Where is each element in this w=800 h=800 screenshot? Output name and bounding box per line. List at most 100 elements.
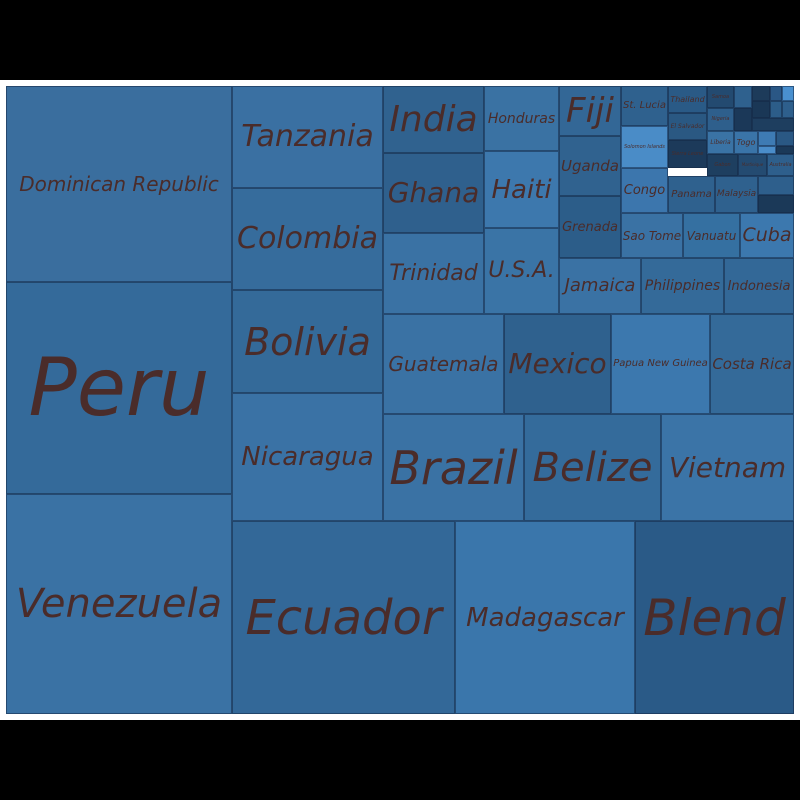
tile-label-madagascar: Madagascar <box>466 602 624 633</box>
treemap-tile-fiji: Fiji <box>559 86 621 136</box>
treemap-tile-indonesia: Indonesia <box>724 258 794 314</box>
tile-label-malaysia: Malaysia <box>716 189 757 199</box>
treemap-tile-togo: Togo <box>734 131 758 154</box>
tile-label-fiji: Fiji <box>566 91 614 131</box>
tile-label-india: India <box>389 98 478 140</box>
tile-label-honduras: Honduras <box>487 110 556 127</box>
tile-label-trinidad: Trinidad <box>389 260 478 286</box>
treemap-tile-blend: Blend <box>635 521 794 714</box>
treemap-tile-small-1 <box>734 86 752 108</box>
treemap-tile-belize: Belize <box>524 414 661 521</box>
treemap-tile-sierra-leone: Sierra Leone <box>668 140 707 168</box>
tile-label-panama: Panama <box>671 188 712 200</box>
tile-label-blend: Blend <box>643 588 786 647</box>
tile-label-liberia: Liberia <box>710 138 731 146</box>
treemap-tile-philippines: Philippines <box>641 258 724 314</box>
tile-label-jamaica: Jamaica <box>564 275 636 296</box>
tile-label-u-s-a: U.S.A. <box>488 258 555 283</box>
tile-label-solomon-islands: Solomon Islands <box>624 143 665 150</box>
tile-label-sao-tome: Sao Tome <box>622 228 682 243</box>
treemap-tile-congo: Congo <box>621 168 668 213</box>
treemap-tile-vanuatu: Vanuatu <box>683 213 740 258</box>
tile-label-ecuador: Ecuador <box>245 589 442 646</box>
treemap-tile-ghana: Ghana <box>383 153 484 233</box>
treemap-tile-venezuela: Venezuela <box>6 494 232 714</box>
treemap-tile-ecuador: Ecuador <box>232 521 455 714</box>
treemap-tile-el-salvador: El Salvador <box>668 113 707 140</box>
treemap-tile-panama: Panama <box>668 176 715 213</box>
treemap-tile-nigeria: Nigeria <box>707 108 734 131</box>
tile-label-samoa: Samoa <box>711 93 730 100</box>
treemap-tile-sao-tome: Sao Tome <box>621 213 683 258</box>
tile-label-nicaragua: Nicaragua <box>241 442 374 472</box>
tile-label-st-lucia: St. Lucia <box>623 100 666 111</box>
tile-label-belize: Belize <box>532 444 653 491</box>
treemap-tile-liberia: Liberia <box>707 131 734 154</box>
treemap-tile-tanzania: Tanzania <box>232 86 383 188</box>
treemap-tile-small-10 <box>776 131 794 146</box>
treemap-tile-brazil: Brazil <box>383 414 524 521</box>
treemap-tile-grenada: Grenada <box>559 196 621 258</box>
treemap-tile-cuba: Cuba <box>740 213 794 258</box>
treemap-tile-martinique: Martinique <box>738 154 767 176</box>
treemap-tile-madagascar: Madagascar <box>455 521 635 714</box>
treemap-tile-jamaica: Jamaica <box>559 258 641 314</box>
tile-label-colombia: Colombia <box>237 221 378 256</box>
treemap-tile-gabon: Gabon <box>707 154 738 176</box>
tile-label-haiti: Haiti <box>491 174 552 205</box>
treemap-tile-small-6 <box>770 101 782 118</box>
tile-label-ghana: Ghana <box>387 176 480 209</box>
treemap-tile-thailand: Thailand <box>668 86 707 113</box>
treemap-tile-australia: Australia <box>767 154 794 176</box>
treemap-tile-peru: Peru <box>6 282 232 494</box>
treemap-tile-small-12 <box>776 146 794 154</box>
tile-label-papua-new-guinea: Papua New Guinea <box>613 358 708 369</box>
tile-label-guatemala: Guatemala <box>388 352 499 376</box>
tile-label-gabon: Gabon <box>714 161 731 168</box>
tile-label-peru: Peru <box>28 341 210 434</box>
tile-label-thailand: Thailand <box>670 94 705 104</box>
treemap-tile-small-5 <box>752 101 770 118</box>
treemap-tile-bolivia: Bolivia <box>232 290 383 393</box>
treemap-tile-mexico: Mexico <box>504 314 611 414</box>
tile-label-mexico: Mexico <box>508 347 607 380</box>
tile-label-martinique: Martinique <box>741 162 764 167</box>
tile-label-togo: Togo <box>736 137 756 147</box>
treemap-tile-costa-rica: Costa Rica <box>710 314 794 414</box>
tile-label-venezuela: Venezuela <box>15 581 223 627</box>
treemap-tile-dominican-republic: Dominican Republic <box>6 86 232 282</box>
treemap-tile-colombia: Colombia <box>232 188 383 290</box>
treemap-tile-trinidad: Trinidad <box>383 233 484 314</box>
treemap-tile-haiti: Haiti <box>484 151 559 228</box>
treemap-tile-guatemala: Guatemala <box>383 314 504 414</box>
treemap-tile-samoa: Samoa <box>707 86 734 108</box>
tile-label-vanuatu: Vanuatu <box>686 228 737 243</box>
treemap-tile-u-s-a: U.S.A. <box>484 228 559 314</box>
tile-label-vietnam: Vietnam <box>668 450 787 484</box>
treemap-tile-small-9 <box>758 131 776 146</box>
treemap-tile-small-4 <box>782 86 794 101</box>
tile-label-sierra-leone: Sierra Leone <box>671 150 704 157</box>
tile-label-el-salvador: El Salvador <box>670 122 705 130</box>
tile-label-cuba: Cuba <box>742 224 792 246</box>
tile-label-tanzania: Tanzania <box>241 119 374 154</box>
treemap-tile-uganda: Uganda <box>559 136 621 196</box>
treemap-tile-small-8 <box>734 108 752 131</box>
treemap-chart: Peru Dominican Republic Venezuela Ecuador Ma… <box>6 86 794 714</box>
tile-label-australia: Australia <box>769 161 792 168</box>
treemap-tile-honduras: Honduras <box>484 86 559 151</box>
tile-label-brazil: Brazil <box>389 440 518 495</box>
treemap-tile-india: India <box>383 86 484 153</box>
tile-label-uganda: Uganda <box>561 156 619 175</box>
tile-label-costa-rica: Costa Rica <box>712 354 792 373</box>
treemap-tile-nicaragua: Nicaragua <box>232 393 383 521</box>
tile-label-dominican-republic: Dominican Republic <box>19 172 219 196</box>
tile-label-philippines: Philippines <box>644 278 721 294</box>
treemap-tile-solomon-islands: Solomon Islands <box>621 126 668 168</box>
treemap-tile-small-3 <box>770 86 782 101</box>
tile-label-grenada: Grenada <box>562 219 618 235</box>
tile-label-indonesia: Indonesia <box>727 278 791 294</box>
treemap-tile-small-2 <box>752 86 770 101</box>
treemap-tile-small-11 <box>758 146 776 154</box>
treemap-tile-malaysia: Malaysia <box>715 176 758 213</box>
